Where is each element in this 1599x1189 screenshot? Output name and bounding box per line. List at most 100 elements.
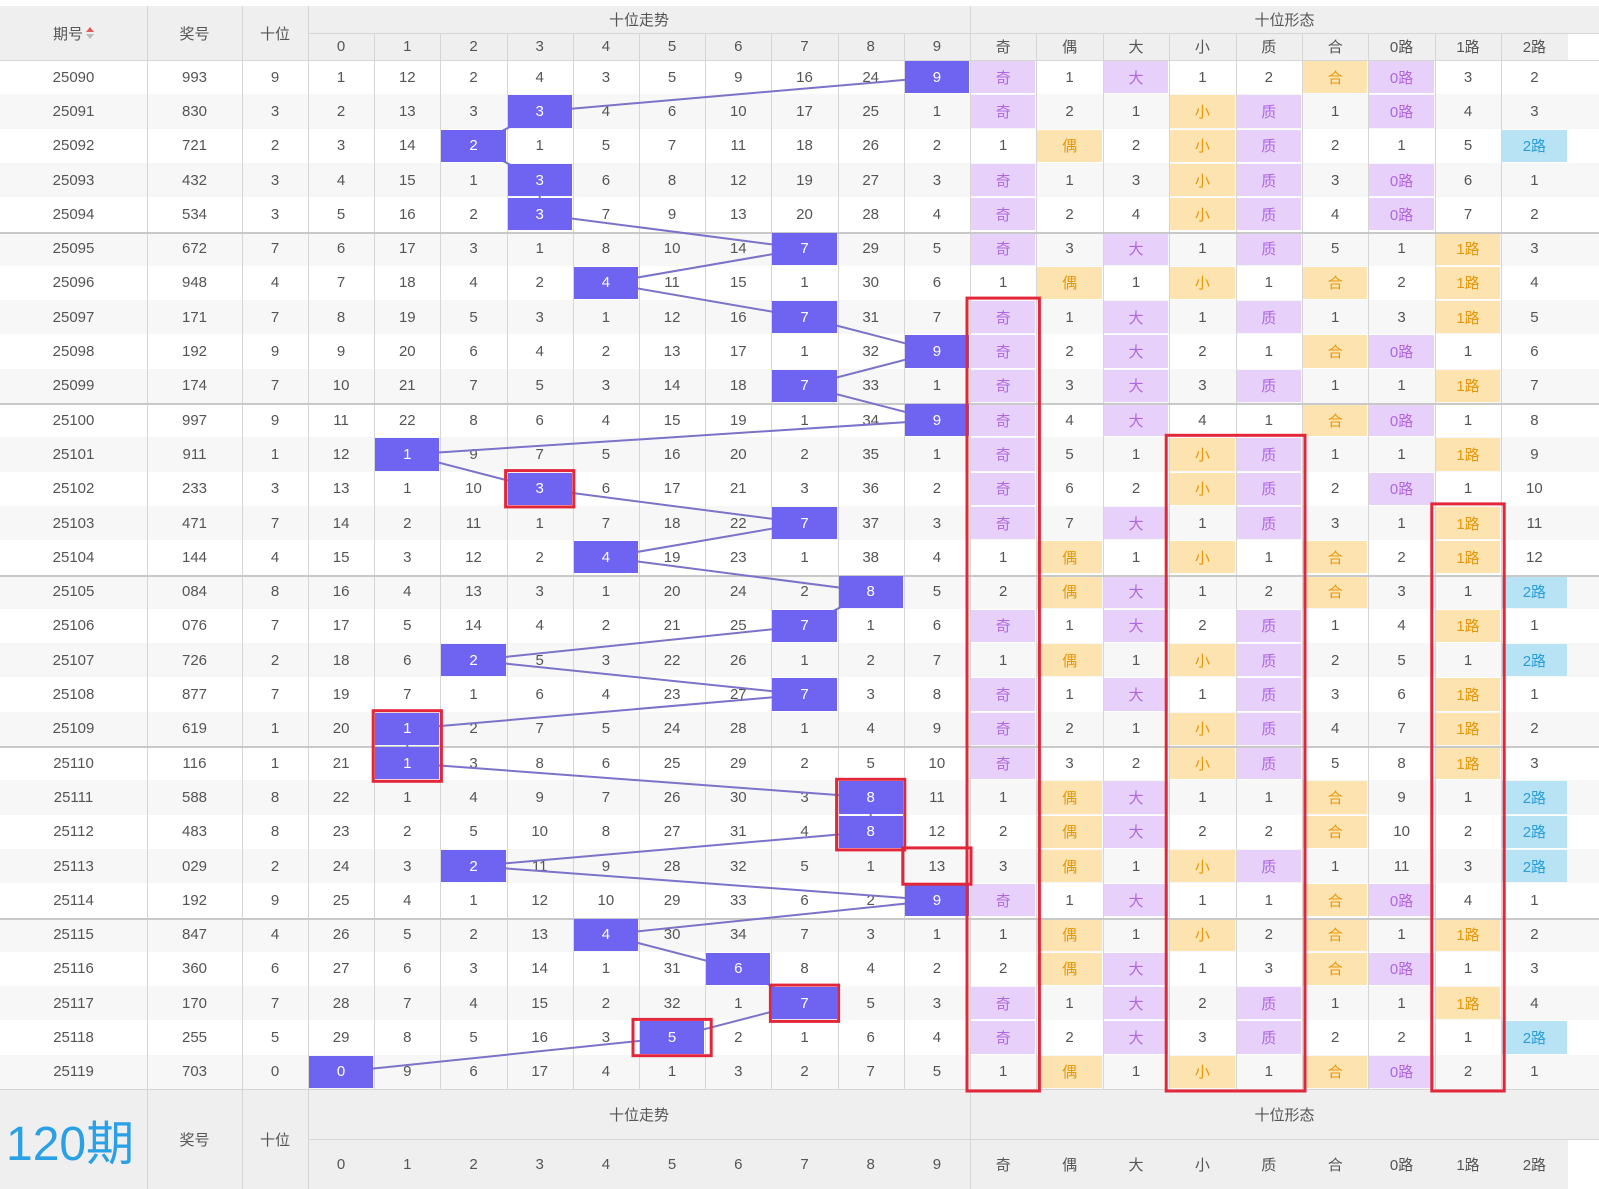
tens-digit: 2 [270, 857, 280, 875]
trend-miss-count: 9 [469, 445, 478, 463]
form-cell: 2 [1463, 1063, 1473, 1081]
trend-miss-count: 2 [866, 891, 875, 909]
form-cell: 奇 [971, 987, 1036, 1020]
tens-digit: 8 [270, 583, 280, 601]
form-header-7: 1路 [1434, 33, 1502, 60]
form-cell: 1 [1198, 891, 1207, 909]
form-cell: 0路 [1369, 163, 1434, 197]
trend-miss-count: 18 [796, 137, 813, 155]
prize-number: 170 [181, 994, 208, 1012]
form-cell: 2 [1264, 68, 1273, 86]
form-cell: 大 [1103, 575, 1169, 608]
form-cell: 2 [1397, 274, 1406, 292]
trend-miss-count: 20 [729, 445, 747, 463]
trend-miss-count: 6 [469, 343, 478, 361]
trend-miss-count: 7 [403, 994, 412, 1012]
form-cell: 11 [1393, 857, 1410, 875]
form-cell: 3 [1331, 171, 1340, 189]
form-cell: 小 [1170, 849, 1235, 883]
trend-miss-count: 3 [469, 754, 478, 772]
trend-group-header: 十位走势 [308, 6, 970, 33]
footer-form-header-7: 1路 [1434, 1139, 1502, 1189]
form-cell: 1 [999, 137, 1008, 155]
trend-hit-ball: 8 [838, 575, 903, 608]
form-cell: 合 [1303, 781, 1368, 814]
form-cell: 小 [1170, 163, 1235, 197]
trend-miss-count: 8 [601, 240, 611, 258]
form-cell: 小 [1170, 918, 1235, 951]
form-cell: 7 [1065, 514, 1074, 532]
tens-digit: 7 [270, 686, 280, 704]
trend-column-divider [440, 33, 442, 1089]
trend-miss-count: 2 [469, 205, 478, 223]
form-cell: 1 [1198, 514, 1207, 532]
trend-miss-count: 30 [729, 788, 747, 806]
trend-miss-count: 21 [663, 617, 681, 635]
form-cell: 4 [1131, 205, 1141, 223]
issue-number: 25111 [53, 788, 94, 806]
issue-number: 25095 [52, 240, 95, 258]
trend-miss-count: 14 [531, 960, 549, 978]
issue-number: 25115 [53, 926, 94, 944]
sort-arrow-icon[interactable] [86, 27, 94, 39]
form-cell: 2 [1463, 823, 1473, 841]
trend-miss-count: 2 [535, 274, 544, 292]
prize-number: 619 [181, 720, 208, 738]
form-cell: 1 [1397, 137, 1406, 155]
trend-miss-count: 18 [332, 651, 350, 669]
trend-miss-count: 28 [729, 720, 747, 738]
form-cell: 1 [1463, 651, 1473, 669]
trend-hit-ball: 3 [507, 163, 572, 197]
trend-miss-count: 7 [601, 205, 611, 223]
trend-miss-count: 24 [862, 68, 880, 86]
form-cell: 1 [1131, 1063, 1141, 1081]
form-cell: 合 [1303, 404, 1368, 437]
trend-miss-count: 16 [531, 1029, 549, 1047]
trend-miss-count: 2 [403, 514, 412, 532]
trend-miss-count: 6 [601, 480, 611, 498]
trend-hit-ball: 7 [772, 987, 837, 1020]
form-cell: 1路 [1435, 678, 1501, 711]
form-cell: 4 [1530, 994, 1539, 1012]
tens-digit: 4 [270, 548, 280, 566]
trend-miss-count: 1 [535, 514, 544, 532]
prize-number: 672 [181, 240, 208, 258]
trend-miss-count: 2 [601, 617, 611, 635]
trend-hit-ball: 4 [573, 541, 638, 574]
form-cell: 大 [1103, 335, 1169, 368]
prize-number: 911 [182, 445, 207, 463]
trend-miss-count: 29 [332, 1029, 350, 1047]
trend-miss-count: 7 [336, 274, 346, 292]
group-divider [0, 403, 1599, 405]
form-cell: 质 [1236, 198, 1301, 231]
trend-miss-count: 8 [601, 823, 611, 841]
trend-miss-count: 24 [729, 583, 747, 601]
form-header-8: 2路 [1501, 33, 1568, 60]
form-column-divider [1102, 33, 1104, 1089]
trend-miss-count: 16 [663, 445, 681, 463]
form-column-divider [1434, 33, 1436, 1089]
form-cell: 0路 [1369, 198, 1434, 231]
trend-miss-count: 6 [932, 274, 942, 292]
trend-miss-count: 7 [800, 926, 809, 944]
prize-number: 993 [181, 68, 208, 86]
form-cell: 5 [1463, 137, 1473, 155]
tens-digit: 7 [270, 994, 280, 1012]
issue-header[interactable]: 期号 [0, 6, 147, 60]
form-cell: 2路 [1502, 781, 1567, 814]
form-cell: 2 [1264, 926, 1273, 944]
form-cell: 1 [1198, 68, 1207, 86]
form-header-3: 小 [1169, 33, 1236, 60]
trend-miss-count: 29 [862, 240, 880, 258]
form-cell: 大 [1103, 987, 1169, 1020]
issue-number: 25103 [52, 514, 95, 532]
form-cell: 1 [1065, 171, 1074, 189]
form-cell: 小 [1170, 95, 1235, 128]
form-cell: 质 [1236, 987, 1301, 1020]
trend-miss-count: 15 [398, 171, 416, 189]
form-cell: 1 [1264, 1063, 1273, 1081]
trend-miss-count: 1 [403, 480, 412, 498]
trend-miss-count: 4 [469, 788, 478, 806]
trend-miss-count: 19 [796, 171, 813, 189]
trend-hit-ball: 7 [772, 609, 837, 643]
